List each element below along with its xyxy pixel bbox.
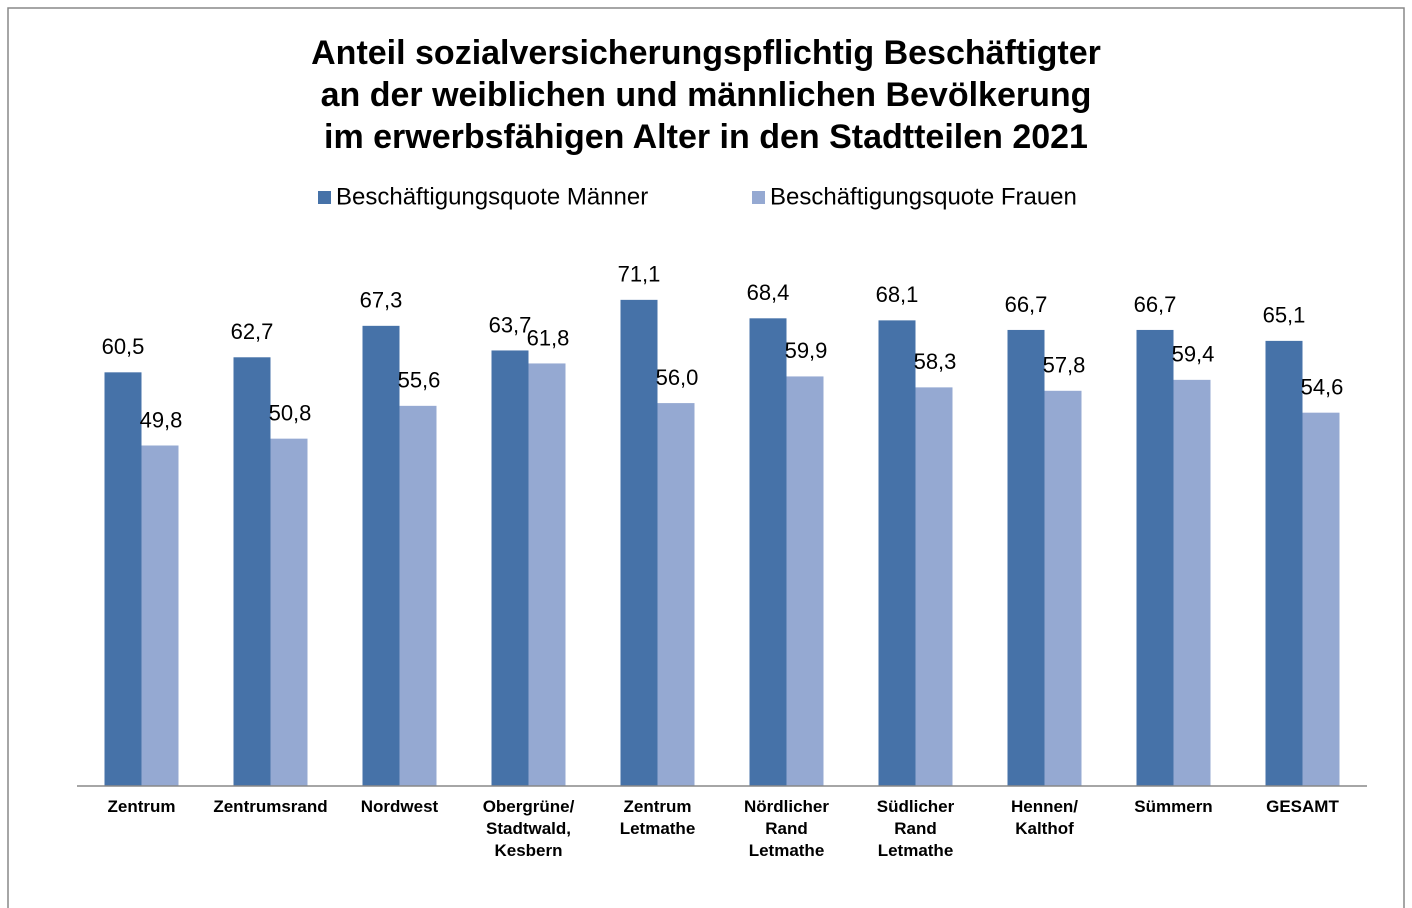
x-tick-label: Nordwest bbox=[361, 797, 439, 816]
x-tick-label: Hennen/Kalthof bbox=[1011, 797, 1078, 838]
chart-frame bbox=[7, 7, 1405, 908]
bar bbox=[786, 376, 824, 786]
legend-label: Beschäftigungsquote Frauen bbox=[770, 183, 1077, 210]
bar bbox=[141, 445, 179, 786]
legend-swatch bbox=[752, 191, 765, 204]
chart-title: an der weiblichen und männlichen Bevölke… bbox=[321, 76, 1092, 114]
bar bbox=[362, 325, 400, 786]
bar bbox=[915, 387, 953, 786]
bar bbox=[878, 320, 916, 786]
bar bbox=[620, 299, 658, 786]
x-tick-label: Zentrum bbox=[108, 797, 176, 816]
legend-label: Beschäftigungsquote Männer bbox=[336, 183, 648, 210]
x-tick-label: Südlicher Rand Letmathe bbox=[877, 797, 955, 860]
data-label: 59,9 bbox=[785, 338, 828, 363]
x-tick-label: Zentrumsrand bbox=[213, 797, 327, 816]
data-label: 66,7 bbox=[1005, 292, 1048, 317]
data-label: 59,4 bbox=[1172, 342, 1215, 367]
bar bbox=[528, 363, 566, 786]
data-label: 66,7 bbox=[1134, 292, 1177, 317]
data-label: 61,8 bbox=[527, 325, 570, 350]
bar bbox=[1136, 329, 1174, 786]
data-label: 65,1 bbox=[1263, 303, 1306, 328]
x-tick-label: Nördlicher Rand Letmathe bbox=[744, 797, 829, 860]
bar bbox=[1007, 329, 1045, 786]
bar bbox=[657, 403, 695, 786]
data-label: 67,3 bbox=[360, 288, 403, 313]
x-tick-label: Sümmern bbox=[1134, 797, 1212, 816]
data-label: 68,1 bbox=[876, 282, 919, 307]
chart-title: im erwerbsfähigen Alter in den Stadtteil… bbox=[324, 118, 1088, 156]
bar bbox=[1265, 340, 1303, 786]
bar bbox=[104, 372, 142, 786]
bar bbox=[270, 438, 308, 786]
x-tick-label: GESAMT bbox=[1266, 797, 1339, 816]
bar bbox=[1302, 412, 1340, 786]
legend-swatch bbox=[318, 191, 331, 204]
data-label: 57,8 bbox=[1043, 353, 1086, 378]
data-label: 50,8 bbox=[269, 400, 312, 425]
x-tick-label: Zentrum Letmathe bbox=[620, 797, 696, 838]
bar bbox=[491, 350, 529, 786]
bar bbox=[749, 318, 787, 786]
data-label: 55,6 bbox=[398, 368, 441, 393]
bar bbox=[1173, 379, 1211, 786]
bar bbox=[1044, 390, 1082, 786]
data-label: 49,8 bbox=[140, 407, 183, 432]
data-label: 58,3 bbox=[914, 349, 957, 374]
chart-title: Anteil sozialversicherungspflichtig Besc… bbox=[311, 34, 1101, 72]
bar bbox=[233, 357, 271, 786]
x-tick-label: Obergrüne/Stadtwald, Kesbern bbox=[483, 797, 575, 860]
data-label: 54,6 bbox=[1301, 374, 1344, 399]
data-label: 63,7 bbox=[489, 312, 532, 337]
data-label: 71,1 bbox=[618, 262, 661, 287]
data-label: 56,0 bbox=[656, 365, 699, 390]
data-label: 60,5 bbox=[102, 334, 145, 359]
data-label: 68,4 bbox=[747, 280, 790, 305]
data-label: 62,7 bbox=[231, 319, 274, 344]
bar bbox=[399, 405, 437, 786]
